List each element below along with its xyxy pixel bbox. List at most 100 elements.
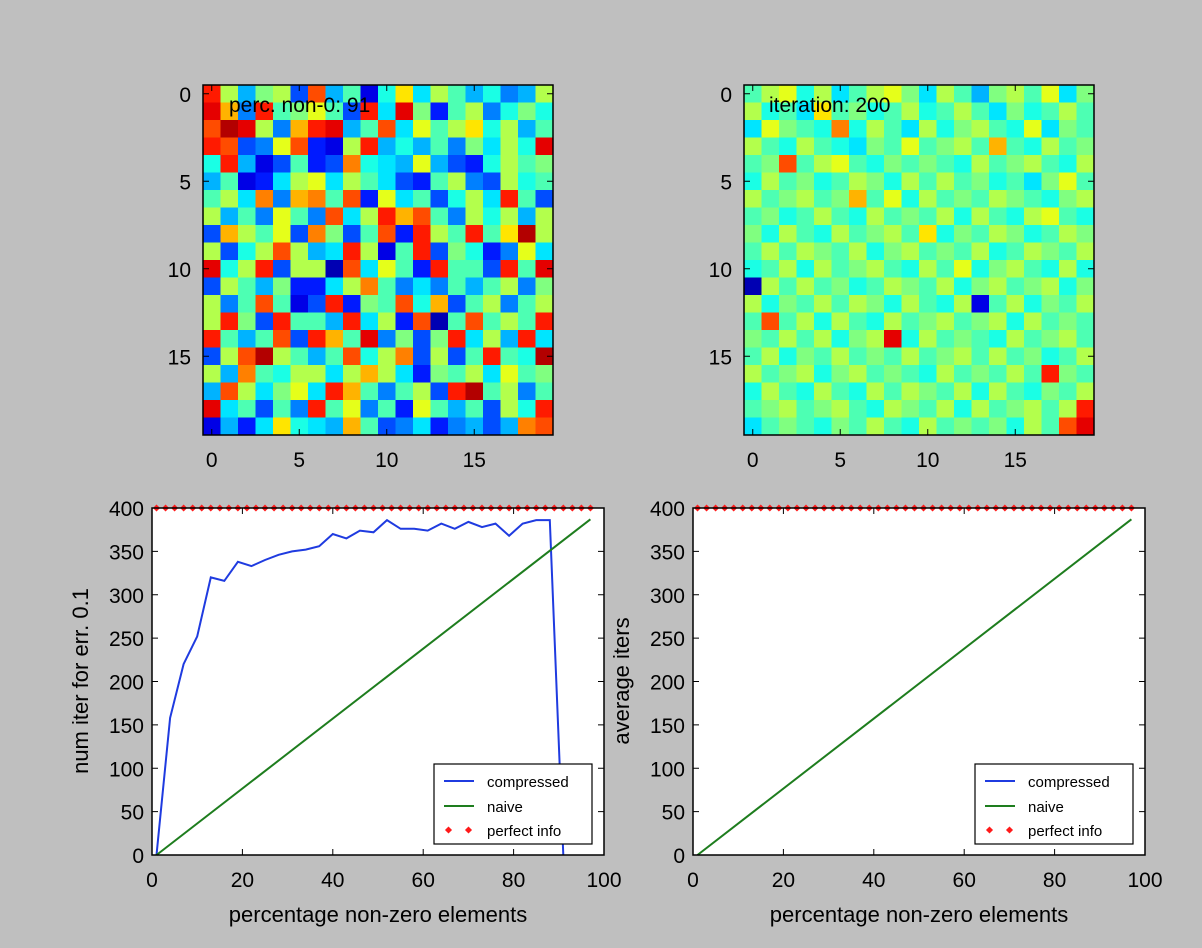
heatmap-cell-r6-c14 [989,190,1007,208]
heatmap-cell-r12-c3 [796,295,815,313]
heatmap-cell-r9-c15 [1006,242,1025,261]
heatmap-cell-r0-c2 [779,85,797,103]
heatmap-cell-r14-c13 [971,330,990,348]
heatmap-cell-r19-c16 [1024,417,1042,436]
heatmap-cell-r11-c7 [325,277,344,296]
heatmap-cell-r2-c15 [1006,120,1025,138]
heatmap-cell-r5-c4 [814,172,832,191]
heatmap-cell-r11-c14 [989,277,1007,296]
heatmap-cell-r1-c13 [430,102,449,121]
ytick-label: 150 [650,715,685,738]
heatmap-cell-r5-c17 [500,172,519,191]
heatmap-cell-r11-c11 [395,277,414,296]
heatmap-cell-r2-c12 [954,120,972,138]
heatmap-cell-r9-c11 [395,242,414,261]
heatmap-cell-r7-c19 [535,207,554,226]
heatmap-cell-r15-c11 [395,347,414,366]
heatmap-cell-r13-c11 [936,312,955,331]
heatmap-cell-r11-c2 [779,277,797,296]
heatmap-cell-r17-c9 [901,382,920,401]
heatmap-cell-r3-c12 [954,137,972,156]
heatmap-cell-r4-c15 [1006,155,1025,173]
heatmap-cell-r6-c17 [1041,190,1060,208]
heatmap-cell-r4-c2 [238,155,256,173]
heatmap-cell-r13-c6 [308,312,326,331]
heatmap-cell-r14-c6 [308,330,326,348]
heatmap-cell-r12-c2 [779,295,797,313]
heatmap-cell-r2-c2 [779,120,797,138]
heatmap-cell-r0-c4 [273,85,291,103]
heatmap-cell-r17-c6 [849,382,867,401]
heatmap-cell-r9-c8 [343,242,361,261]
heatmap-right-annotation: iteration: 200 [769,94,890,117]
heatmap-cell-r19-c5 [290,417,309,436]
heatmap-cell-r6-c19 [535,190,554,208]
heatmap-cell-r11-c5 [831,277,850,296]
heatmap-cell-r4-c10 [378,155,396,173]
heatmap-cell-r10-c10 [919,260,937,278]
heatmap-cell-r9-c1 [761,242,780,261]
heatmap-cell-r4-c17 [500,155,519,173]
heatmap-cell-r2-c15 [465,120,484,138]
heatmap-left-ticks: 0 5 10 15 0 5 10 15 [168,84,553,472]
heatmap-cell-r10-c13 [430,260,449,278]
heatmap-cell-r14-c18 [518,330,536,348]
heatmap-cell-r1-c17 [1041,102,1060,121]
heatmap-cell-r13-c5 [831,312,850,331]
heatmap-cell-r4-c6 [308,155,326,173]
xtick-label: 0 [687,869,699,892]
heatmap-cell-r3-c8 [343,137,361,156]
heatmap-cell-r3-c9 [360,137,379,156]
heatmap-cell-r7-c11 [936,207,955,226]
heatmap-cell-r0-c9 [360,85,379,103]
heatmap-cell-r17-c19 [1076,382,1095,401]
heatmap-cell-r13-c19 [535,312,554,331]
line-chart-left-xlabel: percentage non-zero elements [229,902,527,927]
legend-right-naive-label: naive [1028,799,1064,816]
heatmap-cell-r2-c16 [1024,120,1042,138]
heatmap-cell-r13-c2 [779,312,797,331]
heatmap-cell-r12-c10 [919,295,937,313]
heatmap-cell-r14-c16 [483,330,501,348]
heatmap-cell-r6-c19 [1076,190,1095,208]
heatmap-cell-r7-c2 [779,207,797,226]
ytick-label: 100 [650,758,685,781]
heatmap-cell-r18-c1 [220,400,239,418]
heatmap-xtick-label: 10 [916,449,939,472]
heatmap-cell-r0-c11 [936,85,955,103]
heatmap-cell-r8-c14 [989,225,1007,243]
heatmap-cell-r1-c11 [395,102,414,121]
heatmap-cell-r4-c10 [919,155,937,173]
heatmap-cell-r9-c6 [849,242,867,261]
heatmap-cell-r14-c8 [343,330,361,348]
heatmap-cell-r19-c3 [796,417,815,436]
heatmap-cell-r19-c11 [395,417,414,436]
heatmap-cell-r2-c3 [796,120,815,138]
heatmap-cell-r4-c1 [761,155,780,173]
heatmap-cell-r0-c10 [919,85,937,103]
heatmap-cell-r12-c13 [971,295,990,313]
heatmap-cell-r15-c18 [1059,347,1077,366]
heatmap-cell-r4-c3 [255,155,274,173]
heatmap-cell-r15-c4 [814,347,832,366]
heatmap-cell-r17-c6 [308,382,326,401]
heatmap-cell-r6-c11 [395,190,414,208]
heatmap-cell-r16-c17 [1041,365,1060,383]
heatmap-cell-r16-c12 [413,365,431,383]
heatmap-cell-r5-c9 [901,172,920,191]
heatmap-cell-r0-c7 [866,85,885,103]
heatmap-cell-r11-c19 [1076,277,1095,296]
heatmap-cell-r8-c10 [919,225,937,243]
heatmap-cell-r14-c15 [465,330,484,348]
heatmap-cell-r8-c12 [413,225,431,243]
heatmap-cell-r17-c7 [325,382,344,401]
heatmap-cell-r13-c1 [761,312,780,331]
heatmap-cell-r6-c2 [238,190,256,208]
heatmap-cell-r1-c10 [378,102,396,121]
heatmap-cell-r4-c3 [796,155,815,173]
heatmap-cell-r11-c10 [919,277,937,296]
heatmap-cell-r8-c8 [884,225,902,243]
heatmap-cell-r13-c12 [954,312,972,331]
heatmap-cell-r19-c10 [919,417,937,436]
heatmap-cell-r17-c0 [203,382,221,401]
